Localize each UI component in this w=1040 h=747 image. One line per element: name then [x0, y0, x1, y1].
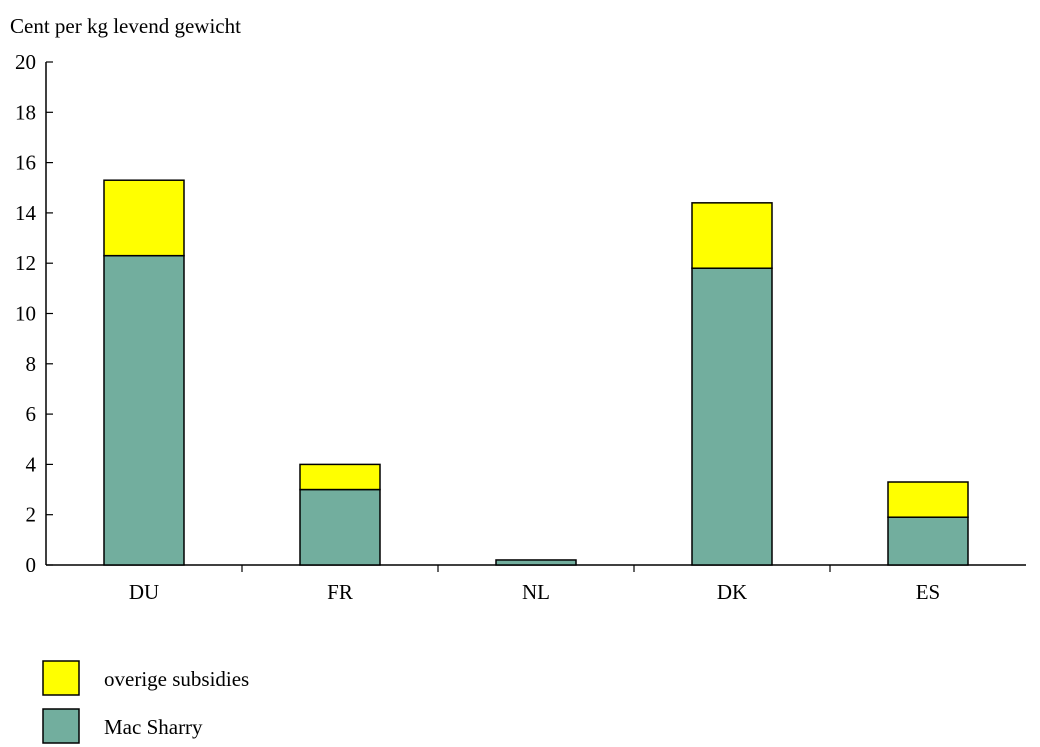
y-tick-label: 0 [26, 553, 37, 577]
y-tick-label: 8 [26, 352, 37, 376]
y-tick-label: 6 [26, 402, 37, 426]
bar-segment [299, 488, 381, 566]
y-tick-label: 14 [15, 201, 37, 225]
y-tick-label: 16 [15, 151, 36, 175]
bars [103, 179, 969, 566]
axes: 0 2 4 6 8 10 12 14 16 18 20 DU FR NL DK ES [15, 50, 1026, 604]
x-tick-label: ES [916, 580, 941, 604]
x-tick-label: DK [717, 580, 747, 604]
legend: overige subsidies Mac Sharry [42, 660, 249, 744]
bar-segment [887, 516, 969, 566]
bar-segment [887, 481, 969, 518]
bar-segment [299, 463, 381, 491]
y-tick-label: 10 [15, 302, 36, 326]
bar-segment [103, 254, 185, 566]
y-tick-label: 2 [26, 503, 37, 527]
bar-segment [691, 202, 773, 269]
bar-segment [495, 559, 577, 566]
y-tick-label: 4 [26, 452, 37, 476]
x-tick-label: FR [327, 580, 353, 604]
x-tick-label: NL [522, 580, 550, 604]
legend-swatch [42, 708, 80, 744]
legend-label: Mac Sharry [104, 715, 203, 739]
y-tick-label: 18 [15, 100, 36, 124]
legend-swatch [42, 660, 80, 696]
x-tick-label: DU [129, 580, 159, 604]
bar-segment [691, 267, 773, 566]
bar-segment [103, 179, 185, 257]
y-tick-label: 20 [15, 50, 36, 74]
y-axis-title: Cent per kg levend gewicht [10, 14, 241, 38]
y-tick-label: 12 [15, 251, 36, 275]
legend-label: overige subsidies [104, 667, 249, 691]
